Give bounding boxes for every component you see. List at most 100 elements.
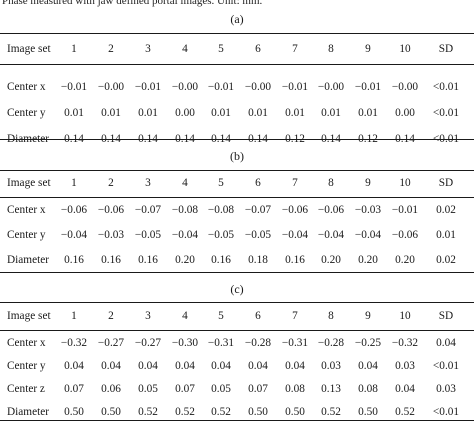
table-cell: −0.08 <box>171 204 199 216</box>
table-cell: 0.14 <box>175 133 195 145</box>
row-label: Center y <box>7 229 46 241</box>
table-cell: −0.32 <box>391 337 419 349</box>
table-cell: 0.20 <box>321 254 341 266</box>
table-cell: −0.04 <box>281 229 309 241</box>
table-cell: −0.01 <box>134 81 162 93</box>
table-cell: 0.01 <box>358 107 378 119</box>
table-cell: −0.07 <box>134 204 162 216</box>
table-cell: 0.52 <box>211 406 231 418</box>
header-cell: 8 <box>328 310 334 322</box>
table-cell: −0.01 <box>60 81 88 93</box>
table-cell: 0.14 <box>321 133 341 145</box>
table-cell: <0.01 <box>432 406 460 418</box>
row-label: Diameter <box>7 406 50 418</box>
row-label: Center y <box>7 107 46 119</box>
header-cell: 9 <box>365 177 371 189</box>
table-top-rule <box>0 302 474 303</box>
row-label: Center y <box>7 360 46 372</box>
header-cell: 3 <box>145 177 151 189</box>
table-cell: 0.52 <box>395 406 415 418</box>
table-cell: 0.04 <box>138 360 158 372</box>
panel-label: (c) <box>230 282 244 296</box>
table-cell: 0.04 <box>395 383 415 395</box>
table-cell: <0.01 <box>432 360 460 372</box>
table-cell: −0.31 <box>281 337 309 349</box>
header-cell: 6 <box>255 43 261 55</box>
table-cell: 0.20 <box>175 254 195 266</box>
table-cell: 0.52 <box>138 406 158 418</box>
table-cell: −0.04 <box>317 229 345 241</box>
table-header-row: Image set 1 2 3 4 5 6 7 8 9 10 SD <box>0 303 474 329</box>
table-cell: 0.50 <box>248 406 268 418</box>
table-cell: 0.12 <box>285 133 305 145</box>
header-cell: 10 <box>399 310 411 322</box>
table-cell: 0.08 <box>285 383 305 395</box>
table-cell: −0.05 <box>244 229 272 241</box>
header-cell: SD <box>438 310 454 322</box>
header-cell: 9 <box>365 310 371 322</box>
header-cell: 5 <box>218 43 224 55</box>
table-cell: 0.04 <box>175 360 195 372</box>
table-cell: −0.31 <box>207 337 235 349</box>
table-cell: 0.00 <box>395 107 415 119</box>
table-cell: 0.01 <box>138 107 158 119</box>
table-cell: 0.05 <box>138 383 158 395</box>
table-row: Diameter 0.14 0.14 0.14 0.14 0.14 0.14 0.12 0.14… <box>0 126 474 152</box>
table-cell: 0.04 <box>211 360 231 372</box>
table-cell: 0.52 <box>175 406 195 418</box>
header-cell: 8 <box>328 177 334 189</box>
table-cell: −0.28 <box>244 337 272 349</box>
table-cell: −0.30 <box>171 337 199 349</box>
table-cell: 0.20 <box>358 254 378 266</box>
header-cell: 6 <box>255 177 261 189</box>
table-cell: −0.03 <box>97 229 125 241</box>
header-cell: 1 <box>71 43 77 55</box>
table-cell: 0.14 <box>64 133 84 145</box>
table-cell: 0.04 <box>64 360 84 372</box>
table-cell: 0.05 <box>211 383 231 395</box>
table-cell: 0.03 <box>436 383 456 395</box>
table-top-rule <box>0 33 474 34</box>
table-cell: 0.50 <box>358 406 378 418</box>
table-cell: −0.27 <box>97 337 125 349</box>
row-label: Center x <box>7 337 46 349</box>
table-header-row: Image set 1 2 3 4 5 6 7 8 9 10 SD <box>0 36 474 62</box>
table-cell: −0.06 <box>281 204 309 216</box>
table-cell: 0.16 <box>285 254 305 266</box>
table-row: Center y 0.04 0.04 0.04 0.04 0.04 0.04 0.04 0.03… <box>0 353 474 379</box>
caption-fragment: Phase measured with jaw defined portal i… <box>2 0 263 7</box>
table-cell: −0.06 <box>317 204 345 216</box>
table-cell: 0.06 <box>101 383 121 395</box>
table-cell: 0.14 <box>101 133 121 145</box>
table-cell: 0.14 <box>138 133 158 145</box>
table-cell: −0.04 <box>354 229 382 241</box>
table-row: Center x −0.01 −0.00 −0.01 −0.00 −0.01 −0.00 −0… <box>0 74 474 100</box>
table-cell: 0.13 <box>321 383 341 395</box>
panel-label: (b) <box>230 149 244 163</box>
table-cell: −0.01 <box>391 204 419 216</box>
table-cell: 0.52 <box>321 406 341 418</box>
header-cell: 2 <box>108 310 114 322</box>
header-cell: 10 <box>399 177 411 189</box>
table-cell: 0.02 <box>436 254 456 266</box>
table-cell: 0.01 <box>211 107 231 119</box>
header-rule <box>0 197 474 198</box>
table-cell: −0.03 <box>354 204 382 216</box>
table-bottom-rule <box>0 139 474 140</box>
row-label: Diameter <box>7 254 50 266</box>
table-cell: −0.32 <box>60 337 88 349</box>
table-cell: 0.01 <box>64 107 84 119</box>
table-cell: 0.01 <box>436 229 456 241</box>
table-cell: −0.04 <box>171 229 199 241</box>
table-cell: 0.01 <box>101 107 121 119</box>
table-cell: 0.14 <box>211 133 231 145</box>
table-cell: −0.05 <box>134 229 162 241</box>
table-cell: 0.01 <box>285 107 305 119</box>
header-cell: 10 <box>399 43 411 55</box>
header-rule <box>0 64 474 65</box>
header-cell: 1 <box>71 177 77 189</box>
table-cell: −0.25 <box>354 337 382 349</box>
header-cell: 9 <box>365 43 371 55</box>
table-row: Center y 0.01 0.01 0.01 0.00 0.01 0.01 0.01 0.01… <box>0 100 474 126</box>
row-label: Diameter <box>7 133 50 145</box>
